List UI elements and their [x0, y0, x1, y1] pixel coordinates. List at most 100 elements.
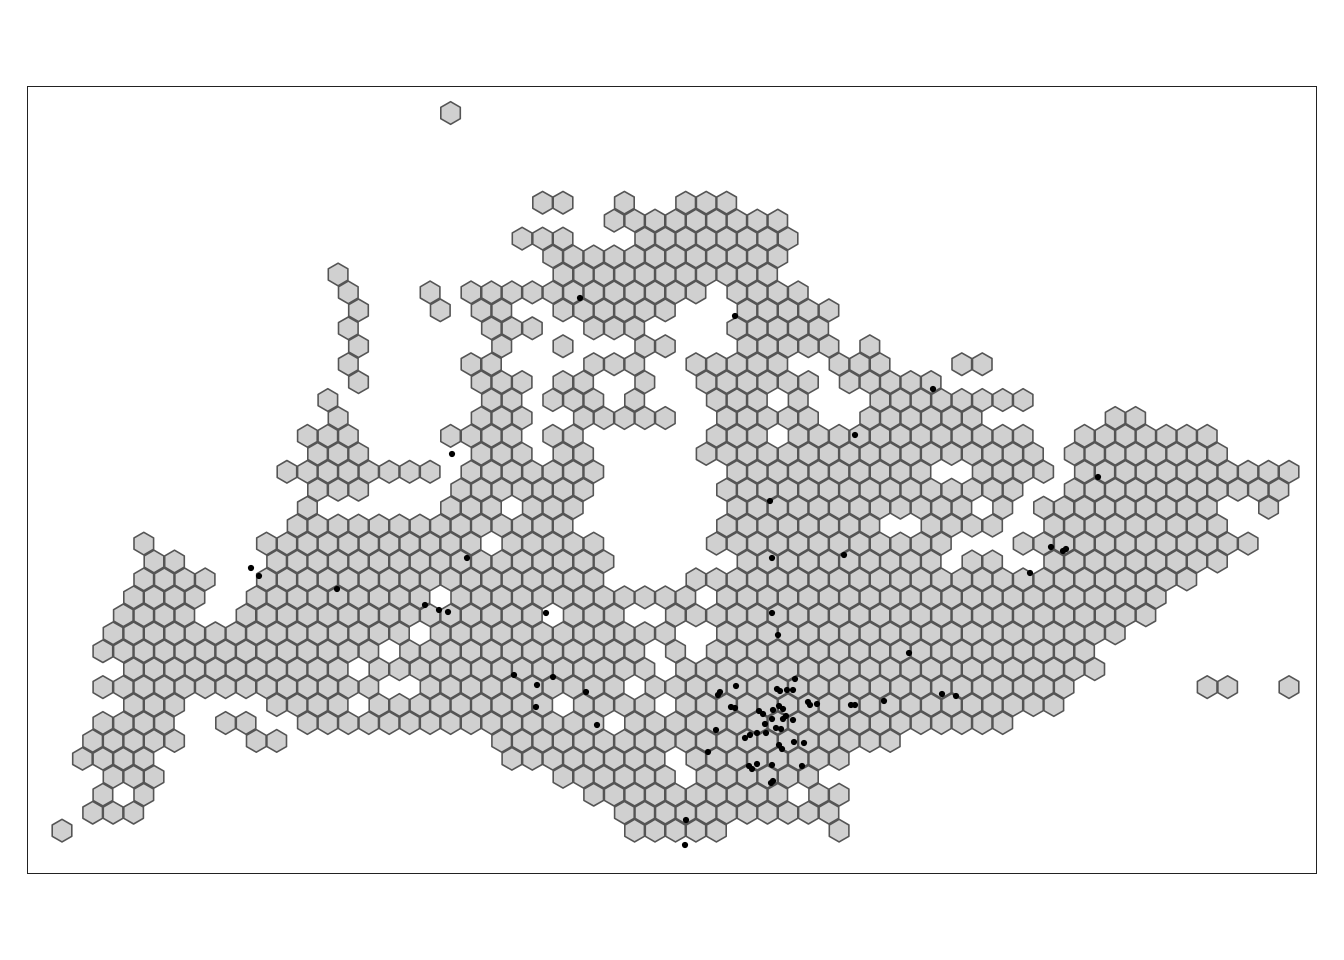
- hex-cell: [327, 441, 349, 467]
- hex-cell: [869, 531, 891, 556]
- hex-cell: [603, 674, 625, 700]
- occurrence-point: [768, 715, 776, 723]
- hex-cell: [685, 782, 707, 807]
- hex-cell: [808, 423, 830, 449]
- hex-cell: [583, 459, 605, 484]
- hex-cell: [1135, 603, 1157, 628]
- hex-cell: [726, 244, 748, 269]
- hex-cell: [71, 746, 93, 771]
- hex-cell: [603, 746, 625, 771]
- hex-cell: [542, 710, 564, 736]
- hex-cell: [838, 441, 860, 467]
- hex-cell: [1196, 531, 1218, 556]
- occurrence-point: [952, 692, 960, 700]
- occurrence-point: [746, 731, 754, 739]
- hex-cell: [951, 639, 973, 664]
- occurrence-point: [798, 762, 806, 770]
- hex-cell: [112, 674, 134, 700]
- occurrence-point: [510, 671, 518, 679]
- occurrence-point: [421, 601, 429, 609]
- hex-cell: [654, 262, 676, 287]
- hex-cell: [746, 280, 768, 305]
- hex-cell: [542, 674, 564, 700]
- hex-cell: [562, 710, 584, 736]
- hex-cell: [266, 656, 288, 682]
- hex-cell: [705, 352, 728, 377]
- hex-cell: [92, 639, 114, 664]
- occurrence-point: [768, 554, 776, 562]
- hex-cell: [501, 280, 523, 305]
- occurrence-point: [542, 609, 550, 617]
- hex-cell: [992, 495, 1014, 520]
- occurrence-point: [741, 734, 749, 742]
- occurrence-point: [714, 691, 722, 699]
- hex-cell: [1114, 603, 1136, 628]
- hex-cell: [889, 603, 912, 628]
- hex-cell: [808, 459, 830, 484]
- hex-cell: [603, 316, 625, 341]
- hex-cell: [511, 621, 533, 646]
- hex-cell: [521, 603, 543, 628]
- hex-cell: [1073, 639, 1096, 664]
- hex-cell: [1012, 423, 1034, 449]
- hex-cell: [1176, 459, 1198, 484]
- hex-cell: [869, 674, 891, 700]
- hex-cell: [1104, 621, 1126, 646]
- hex-cell: [1258, 495, 1280, 520]
- hex-cell: [153, 567, 175, 592]
- hex-cell: [1012, 639, 1034, 664]
- occurrence-point: [840, 551, 848, 559]
- hex-cell: [501, 316, 523, 341]
- hex-cell: [920, 369, 942, 395]
- hex-cell: [746, 423, 768, 449]
- hex-cell: [654, 728, 676, 754]
- hex-cell: [797, 728, 820, 754]
- hex-cell: [419, 459, 441, 484]
- hex-cell: [664, 208, 687, 233]
- hex-cell: [726, 567, 748, 592]
- hex-cell: [685, 244, 707, 269]
- hex-cell: [1155, 567, 1177, 592]
- hex-cell: [1278, 459, 1300, 484]
- hex-cell: [664, 782, 687, 807]
- hex-cell: [562, 746, 584, 771]
- hex-cell: [992, 639, 1014, 664]
- hex-cell: [1176, 531, 1198, 556]
- hex-cell: [715, 405, 738, 431]
- hex-cell: [726, 280, 748, 305]
- hex-cell: [184, 585, 206, 610]
- hex-cell: [1022, 441, 1044, 467]
- hex-cell: [388, 549, 411, 574]
- hex-cell: [715, 190, 738, 215]
- hex-cell: [306, 692, 329, 718]
- hex-cell: [951, 710, 973, 736]
- hex-cell: [992, 387, 1014, 413]
- hex-cell: [542, 459, 564, 484]
- hex-cell: [634, 405, 656, 431]
- hex-cell: [552, 585, 574, 610]
- hex-cell: [491, 298, 513, 323]
- hex-cell: [859, 549, 881, 574]
- hex-cell: [715, 656, 738, 682]
- hex-cell: [521, 459, 543, 484]
- hex-cell: [889, 567, 912, 592]
- hex-cell: [143, 621, 165, 646]
- hex-cell: [808, 495, 830, 520]
- hex-cell: [1053, 603, 1075, 628]
- hex-cell: [1033, 567, 1055, 592]
- hex-cell: [726, 782, 748, 807]
- hex-cell: [102, 728, 124, 754]
- hex-cell: [920, 621, 942, 646]
- hex-cell: [562, 423, 584, 449]
- hex-cell: [1155, 423, 1177, 449]
- hex-cell: [767, 639, 789, 664]
- hex-cell: [1135, 423, 1157, 449]
- hex-cell: [644, 674, 666, 700]
- hex-cell: [102, 764, 124, 789]
- hex-cell: [583, 746, 605, 771]
- hex-cell: [439, 710, 462, 736]
- hex-cell: [542, 567, 564, 592]
- hex-cell: [419, 710, 441, 736]
- hex-cell: [480, 387, 503, 413]
- hex-cell: [1012, 674, 1034, 700]
